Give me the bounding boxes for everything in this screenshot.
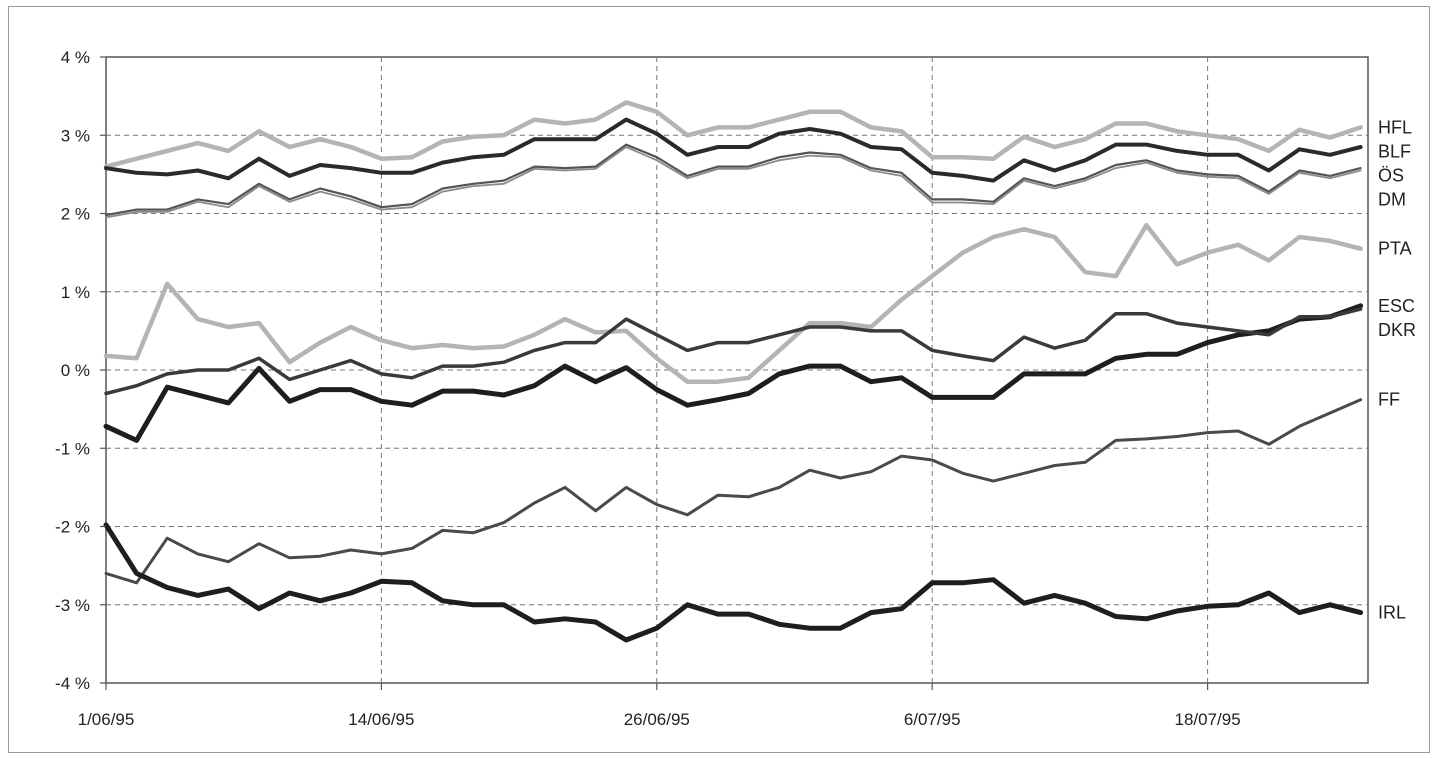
series-line-pta bbox=[103, 222, 1363, 384]
x-tick-label: 1/06/95 bbox=[78, 710, 135, 729]
x-tick-label: 14/06/95 bbox=[348, 710, 414, 729]
y-tick-label: -4 % bbox=[55, 674, 90, 693]
y-tick-label: -2 % bbox=[55, 518, 90, 537]
y-tick-label: -1 % bbox=[55, 439, 90, 458]
series-line-s bbox=[104, 143, 1362, 217]
series-line-blf bbox=[104, 117, 1363, 183]
y-tick-label: 0 % bbox=[61, 361, 90, 380]
series-line-dm bbox=[105, 146, 1362, 219]
y-tick-label: -3 % bbox=[55, 596, 90, 615]
series-labels: HFL BLF ÖS DM PTA ESC DKR FF IRL bbox=[1378, 117, 1416, 622]
x-tick-label: 6/07/95 bbox=[904, 710, 961, 729]
y-axis: 4 % 3 % 2 % 1 % 0 % -1 % -2 % -3 % -4 % bbox=[55, 48, 106, 693]
y-tick-label: 3 % bbox=[61, 126, 90, 145]
grid-lines bbox=[106, 57, 1368, 683]
series-label-esc: ESC bbox=[1378, 296, 1415, 316]
x-tick-label: 26/06/95 bbox=[624, 710, 690, 729]
series-line-ff bbox=[104, 398, 1363, 585]
y-tick-label: 2 % bbox=[61, 205, 90, 224]
series-line-dkr bbox=[104, 307, 1363, 396]
series-label-hfl: HFL bbox=[1378, 117, 1412, 137]
series-label-ff: FF bbox=[1378, 390, 1400, 410]
x-tick-label: 18/07/95 bbox=[1175, 710, 1241, 729]
y-tick-label: 1 % bbox=[61, 283, 90, 302]
series-label-blf: BLF bbox=[1378, 141, 1411, 161]
series-label-dm: DM bbox=[1378, 189, 1406, 209]
series-label-irl: IRL bbox=[1378, 603, 1406, 623]
series-layer bbox=[103, 100, 1364, 643]
series-line-irl bbox=[103, 522, 1364, 643]
series-label-s: ÖS bbox=[1378, 165, 1404, 185]
series-label-dkr: DKR bbox=[1378, 320, 1416, 340]
x-axis: 1/06/9514/06/9526/06/956/07/9518/07/9528… bbox=[78, 683, 1241, 729]
series-line-hfl bbox=[103, 100, 1363, 169]
series-label-pta: PTA bbox=[1378, 239, 1412, 259]
series-line-esc bbox=[103, 303, 1364, 443]
y-tick-label: 4 % bbox=[61, 48, 90, 67]
